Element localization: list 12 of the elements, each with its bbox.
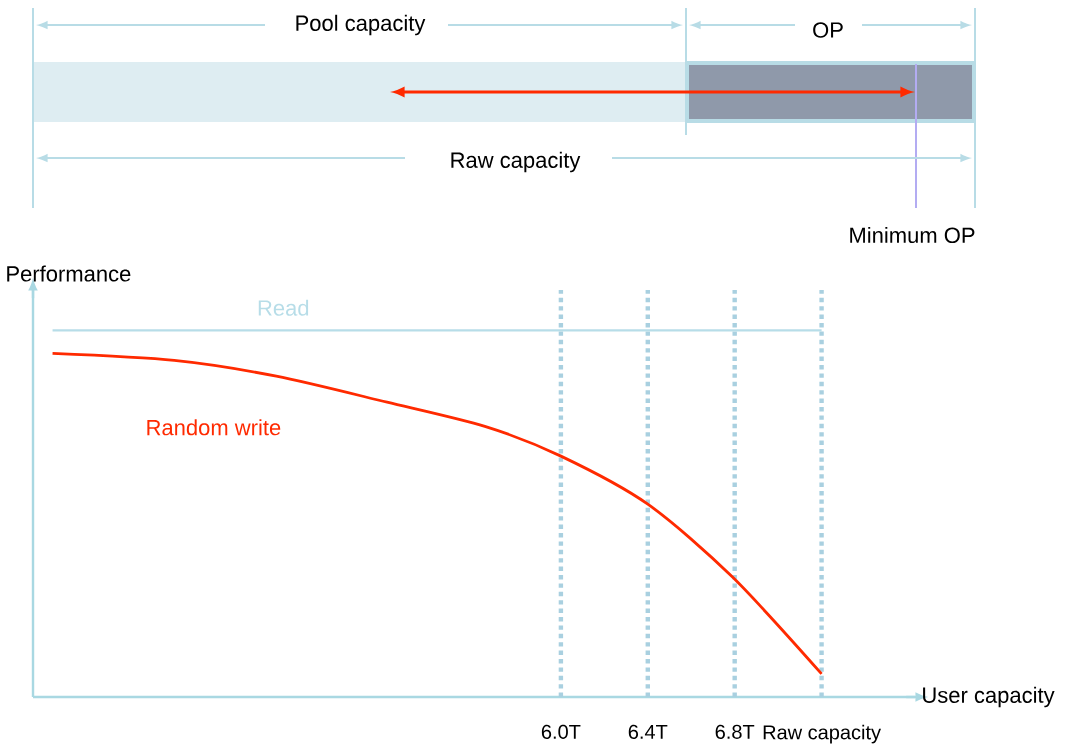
x-axis-title: User capacity: [923, 686, 1055, 708]
text: Raw capacity: [451, 151, 581, 173]
y-axis-title: Performance: [7, 265, 131, 282]
x-tick-label: 6.4T: [628, 724, 668, 739]
series-label: Random write: [147, 419, 281, 436]
text: Pool capacity: [296, 14, 426, 36]
x-tick-label: Raw capacity: [763, 724, 881, 744]
series-label: Read: [258, 299, 309, 316]
x-tick-label: 6.0T: [541, 724, 581, 739]
x-tick-label: 6.8T: [715, 724, 755, 739]
text: Minimum OP: [850, 226, 975, 244]
text: OP: [813, 22, 843, 38]
